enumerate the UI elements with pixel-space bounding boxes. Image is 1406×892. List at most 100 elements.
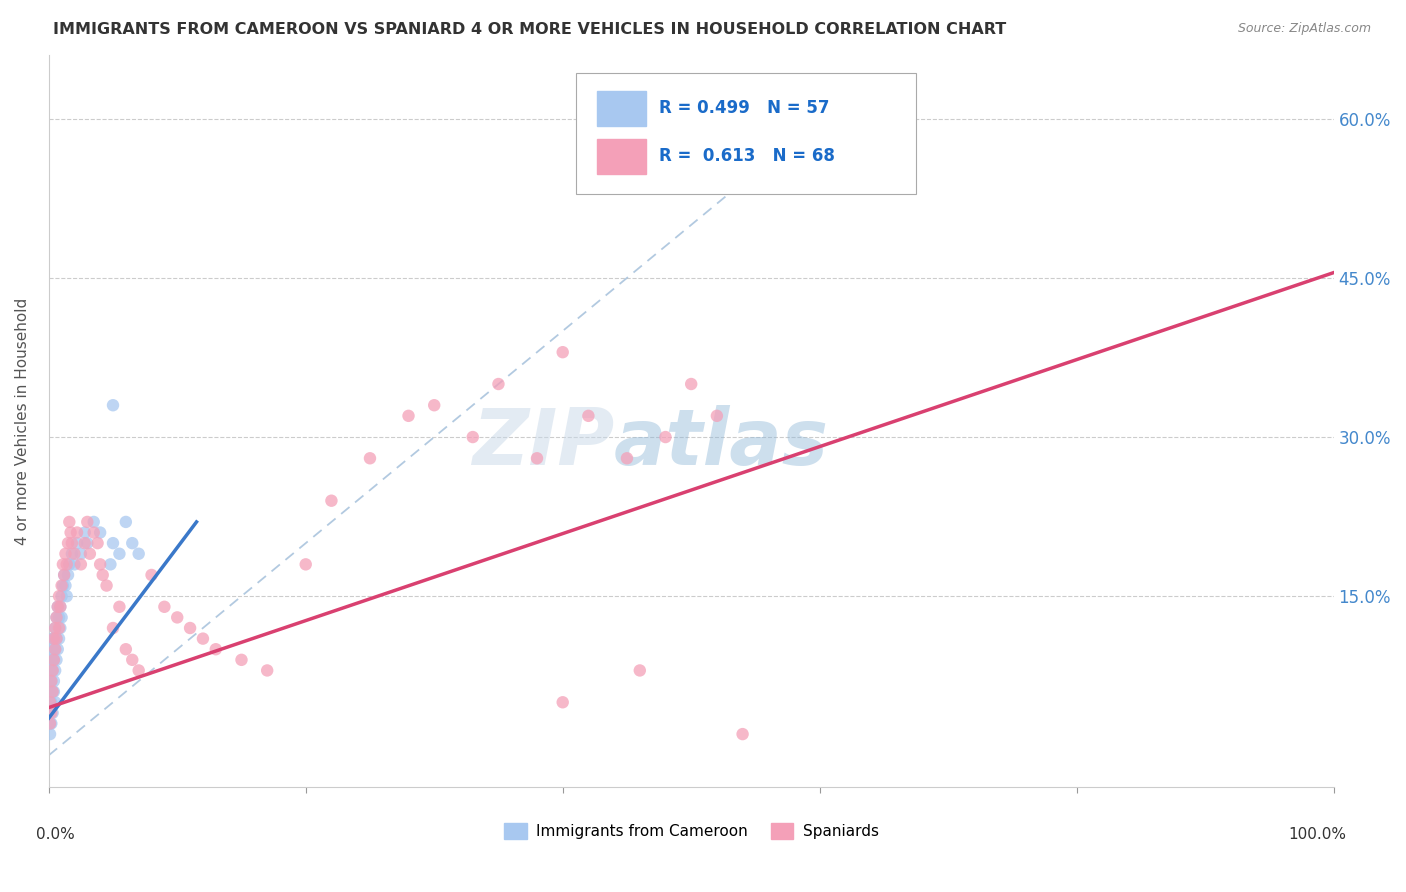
Point	[551, 695, 574, 709]
Point	[41, 664, 63, 678]
Point	[79, 547, 101, 561]
Point	[44, 642, 66, 657]
FancyBboxPatch shape	[575, 73, 917, 194]
Point	[60, 536, 83, 550]
Text: ZIP: ZIP	[472, 405, 614, 481]
Point	[101, 621, 124, 635]
Point	[51, 589, 73, 603]
Point	[86, 536, 108, 550]
Point	[45, 610, 67, 624]
Point	[66, 525, 89, 540]
Point	[96, 578, 118, 592]
Point	[706, 409, 728, 423]
Point	[39, 695, 62, 709]
Point	[49, 621, 72, 635]
Point	[63, 558, 86, 572]
Point	[89, 558, 111, 572]
Point	[204, 642, 226, 657]
Point	[101, 398, 124, 412]
Point	[256, 664, 278, 678]
Point	[41, 706, 63, 720]
Point	[48, 610, 70, 624]
Point	[51, 610, 73, 624]
Text: atlas: atlas	[614, 405, 830, 481]
Y-axis label: 4 or more Vehicles in Household: 4 or more Vehicles in Household	[15, 298, 30, 545]
Point	[359, 451, 381, 466]
Point	[179, 621, 201, 635]
Point	[39, 695, 62, 709]
Point	[70, 547, 93, 561]
Point	[115, 642, 138, 657]
Point	[681, 154, 703, 169]
Point	[49, 599, 72, 614]
Point	[616, 451, 638, 466]
Point	[100, 558, 122, 572]
Text: R =  0.613   N = 68: R = 0.613 N = 68	[659, 147, 835, 165]
Point	[45, 632, 67, 646]
Point	[55, 589, 77, 603]
Point	[108, 599, 131, 614]
Point	[41, 664, 63, 678]
Point	[73, 536, 96, 550]
Point	[488, 377, 510, 392]
Point	[42, 653, 65, 667]
Point	[321, 493, 343, 508]
Point	[52, 558, 75, 572]
Point	[41, 664, 63, 678]
Point	[681, 377, 703, 392]
Point	[56, 536, 79, 550]
Point	[39, 727, 62, 741]
Point	[44, 642, 66, 657]
Point	[39, 706, 62, 720]
Point	[83, 525, 105, 540]
Point	[41, 684, 63, 698]
Point	[46, 599, 69, 614]
Point	[42, 632, 65, 646]
Bar	[598, 91, 647, 126]
Point	[42, 653, 65, 667]
Point	[55, 547, 77, 561]
Point	[53, 568, 76, 582]
Point	[83, 515, 105, 529]
Point	[39, 716, 62, 731]
Point	[294, 558, 316, 572]
Point	[41, 632, 63, 646]
Point	[526, 451, 548, 466]
Point	[39, 684, 62, 698]
Point	[42, 674, 65, 689]
Point	[51, 578, 73, 592]
Point	[41, 695, 63, 709]
Point	[166, 610, 188, 624]
Text: Source: ZipAtlas.com: Source: ZipAtlas.com	[1237, 22, 1371, 36]
Point	[153, 599, 176, 614]
Point	[45, 632, 67, 646]
Point	[731, 727, 754, 741]
Point	[42, 632, 65, 646]
Point	[48, 589, 70, 603]
Point	[56, 568, 79, 582]
Point	[41, 716, 63, 731]
Point	[41, 642, 63, 657]
Point	[46, 642, 69, 657]
Point	[66, 536, 89, 550]
Point	[39, 674, 62, 689]
Legend: Immigrants from Cameroon, Spaniards: Immigrants from Cameroon, Spaniards	[498, 817, 884, 846]
Point	[55, 578, 77, 592]
Point	[121, 536, 143, 550]
Point	[423, 398, 446, 412]
Point	[63, 547, 86, 561]
Point	[41, 674, 63, 689]
Point	[42, 684, 65, 698]
Point	[44, 695, 66, 709]
Bar	[598, 139, 647, 175]
Point	[121, 653, 143, 667]
Point	[41, 706, 63, 720]
Point	[73, 525, 96, 540]
Point	[41, 653, 63, 667]
Point	[191, 632, 214, 646]
Point	[53, 568, 76, 582]
Point	[55, 558, 77, 572]
Point	[52, 578, 75, 592]
Point	[45, 653, 67, 667]
Text: 100.0%: 100.0%	[1288, 828, 1347, 842]
